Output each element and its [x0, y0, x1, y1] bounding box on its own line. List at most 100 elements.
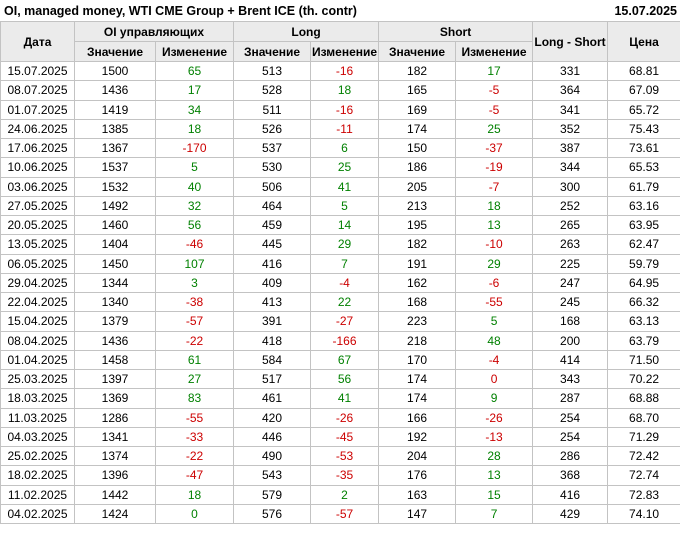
- table-row: 17.06.2025 1367 -170 537 6 150 -37 387 73.61: [0, 137, 680, 159]
- change-cell: 6: [310, 137, 380, 159]
- change-cell: -33: [154, 426, 235, 448]
- change-cell: 25: [455, 118, 534, 140]
- change-cell: -10: [455, 234, 534, 255]
- change-cell: 25: [310, 157, 380, 178]
- header-long-short: Long - Short: [532, 21, 609, 62]
- value-cell: 70.22: [607, 368, 680, 390]
- value-cell: 576: [233, 503, 312, 525]
- change-cell: -16: [310, 60, 380, 82]
- value-cell: 163: [378, 484, 457, 505]
- value-cell: 72.42: [607, 445, 680, 467]
- change-cell: -19: [455, 157, 534, 178]
- change-cell: -55: [455, 291, 534, 313]
- value-cell: 513: [233, 60, 312, 82]
- value-cell: 170: [378, 349, 457, 371]
- change-cell: -57: [310, 503, 380, 525]
- header-oi-change: Изменение: [154, 41, 235, 62]
- value-cell: 579: [233, 484, 312, 505]
- value-cell: 1492: [74, 195, 156, 217]
- value-cell: 1436: [74, 330, 156, 351]
- change-cell: 7: [310, 253, 380, 274]
- date-cell: 27.05.2025: [0, 195, 75, 217]
- value-cell: 68.70: [607, 407, 680, 428]
- value-cell: 150: [378, 137, 457, 159]
- title-bar: OI, managed money, WTI CME Group + Brent…: [0, 0, 680, 21]
- value-cell: 168: [378, 291, 457, 313]
- value-cell: 584: [233, 349, 312, 371]
- table-row: 29.04.2025 1344 3 409 -4 162 -6 247 64.95: [0, 272, 680, 294]
- value-cell: 459: [233, 214, 312, 236]
- change-cell: -5: [455, 99, 534, 120]
- value-cell: 1341: [74, 426, 156, 448]
- date-cell: 17.06.2025: [0, 137, 75, 159]
- value-cell: 1532: [74, 176, 156, 197]
- value-cell: 63.95: [607, 214, 680, 236]
- value-cell: 343: [532, 368, 609, 390]
- change-cell: -26: [310, 407, 380, 428]
- value-cell: 64.95: [607, 272, 680, 294]
- value-cell: 429: [532, 503, 609, 525]
- value-cell: 1436: [74, 80, 156, 101]
- value-cell: 73.61: [607, 137, 680, 159]
- value-cell: 1450: [74, 253, 156, 274]
- value-cell: 461: [233, 388, 312, 409]
- date-cell: 08.07.2025: [0, 80, 75, 101]
- value-cell: 162: [378, 272, 457, 294]
- header-price: Цена: [607, 21, 680, 62]
- change-cell: 15: [455, 484, 534, 505]
- value-cell: 195: [378, 214, 457, 236]
- value-cell: 245: [532, 291, 609, 313]
- table-row: 06.05.2025 1450 107 416 7 191 29 225 59.79: [0, 253, 680, 274]
- header-long-value: Значение: [233, 41, 312, 62]
- value-cell: 204: [378, 445, 457, 467]
- value-cell: 331: [532, 60, 609, 82]
- date-cell: 20.05.2025: [0, 214, 75, 236]
- value-cell: 391: [233, 311, 312, 332]
- header-oi-group: OI управляющих: [73, 21, 235, 42]
- table-row: 27.05.2025 1492 32 464 5 213 18 252 63.16: [0, 195, 680, 217]
- value-cell: 186: [378, 157, 457, 178]
- date-cell: 29.04.2025: [0, 272, 75, 294]
- value-cell: 517: [233, 368, 312, 390]
- date-cell: 22.04.2025: [0, 291, 75, 313]
- value-cell: 71.29: [607, 426, 680, 448]
- date-cell: 06.05.2025: [0, 253, 75, 274]
- value-cell: 263: [532, 234, 609, 255]
- change-cell: 3: [154, 272, 235, 294]
- value-cell: 205: [378, 176, 457, 197]
- value-cell: 63.79: [607, 330, 680, 351]
- value-cell: 182: [378, 60, 457, 82]
- value-cell: 62.47: [607, 234, 680, 255]
- value-cell: 368: [532, 465, 609, 486]
- table-row: 25.02.2025 1374 -22 490 -53 204 28 286 72.42: [0, 445, 680, 467]
- value-cell: 1369: [74, 388, 156, 409]
- table-row: 08.04.2025 1436 -22 418 -166 218 48 200 63.79: [0, 330, 680, 351]
- value-cell: 191: [378, 253, 457, 274]
- value-cell: 68.81: [607, 60, 680, 82]
- change-cell: 0: [154, 503, 235, 525]
- value-cell: 174: [378, 388, 457, 409]
- change-cell: 14: [310, 214, 380, 236]
- value-cell: 1385: [74, 118, 156, 140]
- change-cell: -53: [310, 445, 380, 467]
- date-cell: 24.06.2025: [0, 118, 75, 140]
- table-row: 03.06.2025 1532 40 506 41 205 -7 300 61.79: [0, 176, 680, 197]
- change-cell: 67: [310, 349, 380, 371]
- change-cell: -5: [455, 80, 534, 101]
- date-cell: 01.04.2025: [0, 349, 75, 371]
- value-cell: 490: [233, 445, 312, 467]
- change-cell: -46: [154, 234, 235, 255]
- value-cell: 218: [378, 330, 457, 351]
- value-cell: 364: [532, 80, 609, 101]
- value-cell: 182: [378, 234, 457, 255]
- table-row: 20.05.2025 1460 56 459 14 195 13 265 63.95: [0, 214, 680, 236]
- date-cell: 18.03.2025: [0, 388, 75, 409]
- value-cell: 445: [233, 234, 312, 255]
- date-cell: 25.02.2025: [0, 445, 75, 467]
- table-row: 11.02.2025 1442 18 579 2 163 15 416 72.83: [0, 484, 680, 505]
- change-cell: -170: [154, 137, 235, 159]
- date-cell: 15.07.2025: [0, 60, 75, 82]
- value-cell: 352: [532, 118, 609, 140]
- table-row: 22.04.2025 1340 -38 413 22 168 -55 245 66.32: [0, 291, 680, 313]
- change-cell: 32: [154, 195, 235, 217]
